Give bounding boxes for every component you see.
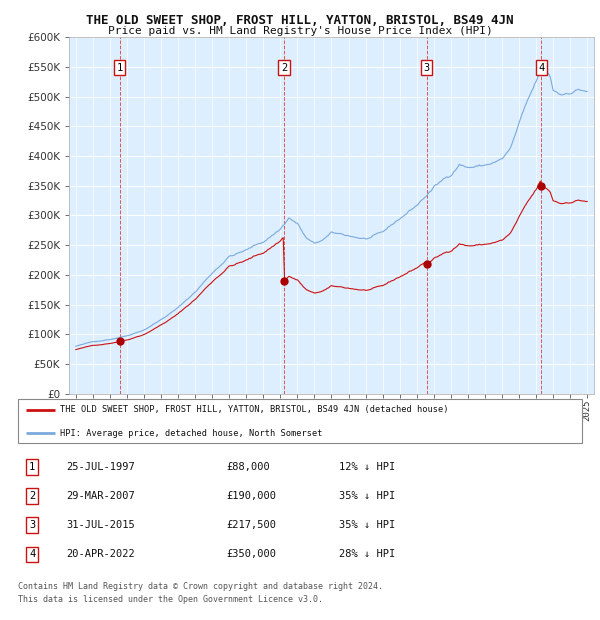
Text: 35% ↓ HPI: 35% ↓ HPI [340, 491, 396, 501]
Text: Price paid vs. HM Land Registry's House Price Index (HPI): Price paid vs. HM Land Registry's House … [107, 26, 493, 36]
Text: 4: 4 [538, 63, 544, 73]
Text: 35% ↓ HPI: 35% ↓ HPI [340, 520, 396, 530]
FancyBboxPatch shape [18, 399, 582, 443]
Text: 25-JUL-1997: 25-JUL-1997 [66, 462, 134, 472]
Text: THE OLD SWEET SHOP, FROST HILL, YATTON, BRISTOL, BS49 4JN: THE OLD SWEET SHOP, FROST HILL, YATTON, … [86, 14, 514, 27]
Text: 3: 3 [424, 63, 430, 73]
Text: 1: 1 [116, 63, 123, 73]
Text: £190,000: £190,000 [227, 491, 277, 501]
Text: £217,500: £217,500 [227, 520, 277, 530]
Text: 28% ↓ HPI: 28% ↓ HPI [340, 549, 396, 559]
Text: Contains HM Land Registry data © Crown copyright and database right 2024.: Contains HM Land Registry data © Crown c… [18, 582, 383, 591]
Text: 1: 1 [29, 462, 35, 472]
Text: 12% ↓ HPI: 12% ↓ HPI [340, 462, 396, 472]
Text: £350,000: £350,000 [227, 549, 277, 559]
Text: 4: 4 [29, 549, 35, 559]
Text: 2: 2 [281, 63, 287, 73]
Text: 31-JUL-2015: 31-JUL-2015 [66, 520, 134, 530]
Text: THE OLD SWEET SHOP, FROST HILL, YATTON, BRISTOL, BS49 4JN (detached house): THE OLD SWEET SHOP, FROST HILL, YATTON, … [60, 405, 449, 414]
Text: 2: 2 [29, 491, 35, 501]
Text: 29-MAR-2007: 29-MAR-2007 [66, 491, 134, 501]
Text: 20-APR-2022: 20-APR-2022 [66, 549, 134, 559]
Text: HPI: Average price, detached house, North Somerset: HPI: Average price, detached house, Nort… [60, 429, 323, 438]
Text: This data is licensed under the Open Government Licence v3.0.: This data is licensed under the Open Gov… [18, 595, 323, 604]
Text: £88,000: £88,000 [227, 462, 271, 472]
Text: 3: 3 [29, 520, 35, 530]
